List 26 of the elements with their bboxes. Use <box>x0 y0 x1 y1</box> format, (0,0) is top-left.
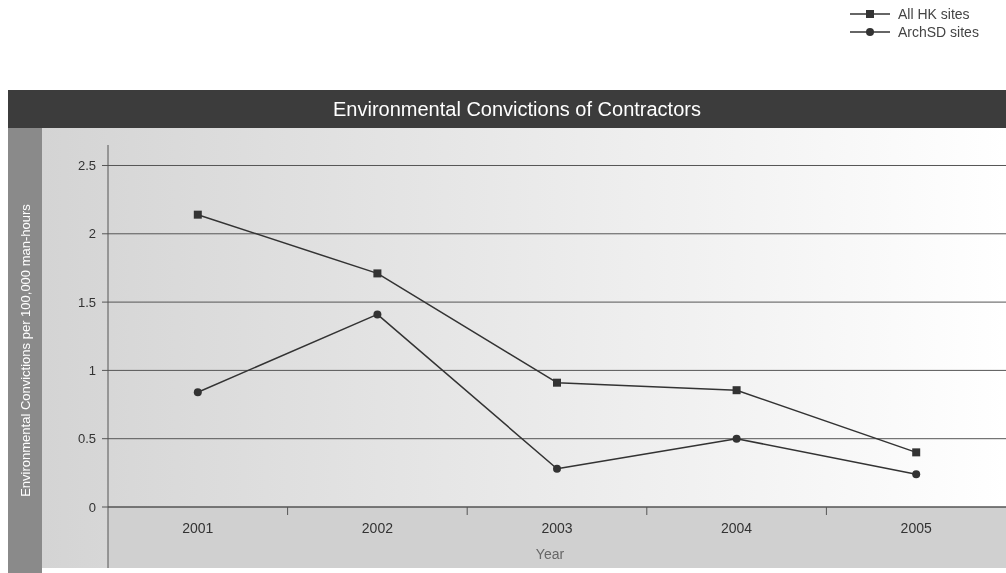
y-tick-label: 2.5 <box>77 158 96 174</box>
legend-label: All HK sites <box>898 5 970 22</box>
point <box>193 388 202 397</box>
chart-title: Environmental Convictions of Contractors <box>333 98 701 120</box>
x-tick-label: 2003 <box>541 520 573 536</box>
x-tick-label: 2004 <box>721 520 753 536</box>
y-tick-label: 1 <box>88 362 96 378</box>
x-tick-label: 2001 <box>182 520 214 536</box>
x-axis-title: Year <box>535 546 565 562</box>
y-tick-label: 0.5 <box>77 431 96 447</box>
point <box>193 210 202 219</box>
y-tick-label: 2 <box>88 226 96 242</box>
point <box>373 269 382 278</box>
point <box>553 378 561 387</box>
point <box>912 470 921 479</box>
point <box>373 310 382 319</box>
y-axis-title: Environmental Convictions per 100,000 man-hours <box>18 203 33 497</box>
y-tick-label: 1.5 <box>77 294 96 310</box>
point <box>732 434 741 443</box>
x-tick-label: 2005 <box>900 520 932 536</box>
point <box>553 464 561 473</box>
legend-label: ArchSD sites <box>898 23 979 40</box>
y-tick-label: 0 <box>88 499 96 515</box>
x-tick-label: 2002 <box>361 520 394 536</box>
point <box>732 386 741 395</box>
point <box>912 448 921 457</box>
